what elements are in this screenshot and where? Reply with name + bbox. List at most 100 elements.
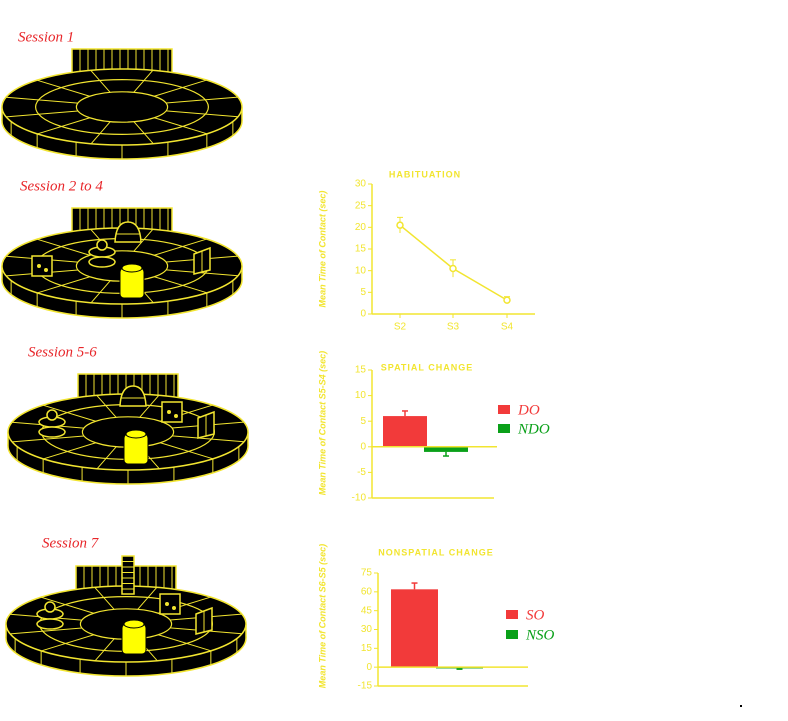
arena-radial: [166, 110, 239, 118]
y-tick-label: -5: [357, 467, 366, 478]
object-jar-lid: [125, 429, 147, 439]
point: [449, 264, 457, 273]
legend-label: SO: [526, 607, 545, 623]
arena-radial: [90, 121, 111, 145]
bar: [424, 446, 468, 452]
y-axis-label: Mean Time of Contact S6-S5 (sec): [317, 544, 327, 688]
y-axis-label: Mean Time of Contact (sec): [317, 191, 327, 308]
arena-radial: [154, 238, 207, 256]
arenas: [1, 48, 249, 677]
arena-radial: [10, 627, 83, 635]
y-tick-label: 30: [361, 624, 373, 635]
arena-radial: [41, 634, 94, 652]
point: [503, 296, 511, 304]
y-tick-label: 10: [355, 390, 367, 401]
object-jar-lid: [121, 263, 143, 273]
legend-swatch: [498, 424, 510, 433]
y-tick-label: 15: [355, 365, 367, 376]
y-tick-label: 25: [355, 200, 367, 211]
object-jar-lid: [123, 619, 145, 629]
legend-swatch: [498, 405, 510, 414]
y-tick-label: 60: [361, 586, 373, 597]
object-stand: [36, 618, 64, 630]
arena-radial: [160, 442, 214, 460]
y-tick-label: 75: [361, 568, 373, 579]
arena-radial: [12, 435, 85, 443]
object-die-dot: [167, 410, 171, 414]
bar: [391, 589, 438, 668]
bar: [383, 416, 427, 447]
y-tick-label: 20: [355, 222, 367, 233]
arena-radial: [154, 79, 207, 97]
object-die-dot: [37, 264, 41, 268]
session-label: Session 1: [18, 29, 74, 45]
arena-radial: [40, 596, 94, 614]
object-die-dot: [44, 268, 48, 272]
x-tick-label: S4: [501, 322, 514, 333]
arena-radial: [94, 586, 115, 610]
object-stand-top: [44, 601, 56, 613]
arena-radial: [154, 117, 208, 135]
object-stand-top: [96, 239, 108, 251]
arena-radial: [133, 228, 154, 252]
arena-radial: [137, 586, 158, 610]
chart-title: HABITUATION: [389, 169, 461, 179]
y-tick-label: 45: [361, 605, 373, 616]
arena-radial: [90, 69, 111, 93]
arena-radial: [37, 276, 90, 294]
arena-radial: [5, 96, 78, 104]
arena-radial: [133, 69, 154, 93]
legend-swatch: [506, 630, 518, 639]
arena-radial: [6, 110, 79, 118]
legend-label: DO: [517, 402, 540, 418]
object-die-dot: [172, 606, 176, 610]
object-die: [161, 401, 183, 423]
arena-radial: [42, 404, 96, 422]
y-tick-label: -15: [358, 681, 373, 692]
legend-label: NSO: [525, 627, 555, 643]
object-die-dot: [174, 414, 178, 418]
object-bell: [119, 385, 147, 407]
object-stand: [88, 256, 116, 268]
object-ladder: [121, 555, 135, 595]
y-tick-label: 30: [355, 179, 367, 190]
chart-title: SPATIAL CHANGE: [381, 362, 474, 372]
arena-ring: [34, 79, 210, 135]
chart-title: NONSPATIAL CHANGE: [378, 547, 494, 557]
arena-radial: [96, 394, 117, 418]
arena-radial: [165, 96, 238, 104]
y-tick-label: 0: [360, 441, 366, 452]
arena-center: [75, 91, 169, 123]
arena-radial: [133, 121, 154, 145]
y-tick-label: 0: [360, 309, 366, 320]
x-tick-label: S3: [447, 322, 460, 333]
y-tick-label: 5: [360, 287, 366, 298]
y-tick-label: 15: [361, 643, 373, 654]
arena-radial: [90, 280, 111, 304]
arena-radial: [94, 638, 115, 662]
session-label: Session 5-6: [28, 344, 97, 360]
object-stand: [38, 426, 66, 438]
arena-radial: [43, 442, 96, 460]
x-tick-label: S2: [394, 322, 407, 333]
legend-label: NDO: [517, 421, 550, 437]
session-label: Session 2 to 4: [20, 178, 103, 194]
y-tick-label: 5: [360, 416, 366, 427]
object-stand-top: [46, 409, 58, 421]
arena-radial: [172, 435, 245, 443]
arena-radial: [36, 79, 90, 97]
session-label: Session 7: [42, 535, 100, 551]
arena-radial: [36, 238, 90, 256]
object-die: [159, 593, 181, 615]
object-die: [31, 255, 53, 277]
dot: [740, 705, 742, 707]
y-tick-label: 10: [355, 265, 367, 276]
arena-radial: [96, 446, 117, 470]
object-die-dot: [165, 602, 169, 606]
arena-radial: [154, 276, 208, 294]
arena-radial: [158, 634, 212, 652]
arena-radial: [37, 117, 90, 135]
arena-radial: [139, 394, 160, 418]
y-tick-label: 0: [366, 662, 372, 673]
